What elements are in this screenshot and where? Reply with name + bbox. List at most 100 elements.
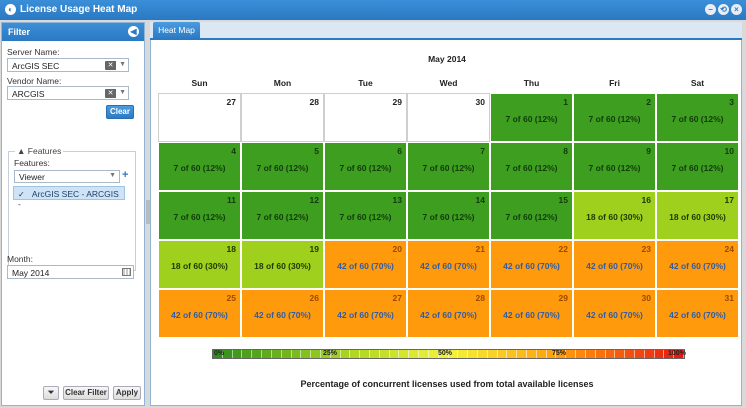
clear-button[interactable]: Clear xyxy=(106,105,134,119)
calendar-day-cell[interactable]: 1 7 of 60 (12%) xyxy=(490,93,573,142)
day-number: 3 xyxy=(729,97,734,107)
legend-segment xyxy=(428,350,439,358)
usage-value: 42 of 60 (70%) xyxy=(586,261,643,271)
calendar-day-cell[interactable]: 11 7 of 60 (12%) xyxy=(158,191,241,240)
filter-funnel-button[interactable]: ⏷ xyxy=(43,386,59,400)
calendar-day-cell[interactable]: 21 42 of 60 (70%) xyxy=(407,240,490,289)
day-number: 2 xyxy=(646,97,651,107)
calendar-day-cell[interactable]: 24 42 of 60 (70%) xyxy=(656,240,739,289)
day-number: 5 xyxy=(314,146,319,156)
usage-value: 7 of 60 (12%) xyxy=(671,163,724,173)
calendar-day-cell[interactable]: 22 42 of 60 (70%) xyxy=(490,240,573,289)
usage-value: 42 of 60 (70%) xyxy=(337,310,394,320)
day-number: 19 xyxy=(309,244,319,254)
calendar-day-cell[interactable]: 27 42 of 60 (70%) xyxy=(324,289,407,338)
calendar-day-cell[interactable]: 8 7 of 60 (12%) xyxy=(490,142,573,191)
calendar-day-cell[interactable]: 9 7 of 60 (12%) xyxy=(573,142,656,191)
day-number: 17 xyxy=(724,195,734,205)
calendar-icon[interactable] xyxy=(122,268,131,276)
calendar-day-cell[interactable]: 15 7 of 60 (12%) xyxy=(490,191,573,240)
chevron-down-icon[interactable]: ▼ xyxy=(109,172,116,179)
vendor-name-combo[interactable]: ARCGIS ✕ ▼ xyxy=(7,86,129,100)
legend-segment xyxy=(271,350,282,358)
legend-segment xyxy=(556,350,567,358)
calendar-day-cell[interactable]: 31 42 of 60 (70%) xyxy=(656,289,739,338)
calendar-day-cell[interactable]: 29 xyxy=(324,93,407,142)
calendar-day-cell[interactable]: 30 xyxy=(407,93,490,142)
clear-server-icon[interactable]: ✕ xyxy=(105,61,116,70)
weekday-thu: Thu xyxy=(523,78,540,88)
calendar-day-cell[interactable]: 13 7 of 60 (12%) xyxy=(324,191,407,240)
calendar-day-cell[interactable]: 6 7 of 60 (12%) xyxy=(324,142,407,191)
clear-filter-button[interactable]: Clear Filter xyxy=(63,386,109,400)
calendar-day-cell[interactable]: 28 42 of 60 (70%) xyxy=(407,289,490,338)
close-icon[interactable]: × xyxy=(731,4,742,15)
legend-color-scale xyxy=(212,349,685,359)
add-feature-icon[interactable]: + xyxy=(122,169,129,181)
filter-panel: Filter ◀ Server Name: ArcGIS SEC ✕ ▼ Ven… xyxy=(1,22,145,406)
calendar-day-cell[interactable]: 20 42 of 60 (70%) xyxy=(324,240,407,289)
calendar-day-cell[interactable]: 19 18 of 60 (30%) xyxy=(241,240,324,289)
calendar-day-cell[interactable]: 16 18 of 60 (30%) xyxy=(573,191,656,240)
legend-segment xyxy=(477,350,488,358)
legend-mark-0: 0% xyxy=(214,350,225,357)
legend-segment xyxy=(625,350,635,358)
features-group-label[interactable]: ▲ Features xyxy=(15,146,64,156)
usage-value: 42 of 60 (70%) xyxy=(420,310,477,320)
vendor-name-value: ARCGIS xyxy=(12,89,45,99)
calendar-day-cell[interactable]: 28 xyxy=(241,93,324,142)
clear-vendor-icon[interactable]: ✕ xyxy=(105,89,116,98)
chevron-down-icon[interactable]: ▼ xyxy=(119,61,126,68)
day-number: 8 xyxy=(563,146,568,156)
features-fieldset: ▲ Features Features: Viewer ▼ + ✓ ArcGIS… xyxy=(8,146,136,271)
calendar-day-cell[interactable]: 4 7 of 60 (12%) xyxy=(158,142,241,191)
collapse-panel-icon[interactable]: ◀ xyxy=(128,26,139,37)
calendar-day-cell[interactable]: 26 42 of 60 (70%) xyxy=(241,289,324,338)
calendar-day-cell[interactable]: 23 42 of 60 (70%) xyxy=(573,240,656,289)
legend-segment xyxy=(213,350,223,358)
legend-segment xyxy=(605,350,616,358)
usage-value: 42 of 60 (70%) xyxy=(337,261,394,271)
calendar-day-cell[interactable]: 30 42 of 60 (70%) xyxy=(573,289,656,338)
features-label: Features: xyxy=(14,158,50,168)
month-input[interactable]: May 2014 xyxy=(7,265,134,279)
legend-segment xyxy=(252,350,263,358)
restore-icon[interactable]: ⟲ xyxy=(718,4,729,15)
minimize-icon[interactable]: − xyxy=(705,4,716,15)
usage-value: 7 of 60 (12%) xyxy=(505,163,558,173)
filter-title: Filter xyxy=(8,27,31,37)
day-number: 7 xyxy=(480,146,485,156)
feature-list-item[interactable]: ✓ ArcGIS SEC - ARCGIS - xyxy=(13,186,125,209)
panel-splitter[interactable] xyxy=(146,200,150,224)
usage-value: 18 of 60 (30%) xyxy=(586,212,643,222)
calendar-day-cell[interactable]: 10 7 of 60 (12%) xyxy=(656,142,739,191)
legend-segment xyxy=(350,350,361,358)
apply-button[interactable]: Apply xyxy=(113,386,141,400)
day-number: 11 xyxy=(227,195,236,205)
tab-heat-map[interactable]: Heat Map xyxy=(153,22,200,38)
usage-value: 7 of 60 (12%) xyxy=(588,114,641,124)
server-name-combo[interactable]: ArcGIS SEC ✕ ▼ xyxy=(7,58,129,72)
calendar-day-cell[interactable]: 29 42 of 60 (70%) xyxy=(490,289,573,338)
calendar-day-cell[interactable]: 25 42 of 60 (70%) xyxy=(158,289,241,338)
legend-segment xyxy=(340,350,351,358)
calendar-day-cell[interactable]: 27 xyxy=(158,93,241,142)
day-number: 27 xyxy=(226,97,236,107)
calendar-day-cell[interactable]: 7 7 of 60 (12%) xyxy=(407,142,490,191)
calendar-day-cell[interactable]: 2 7 of 60 (12%) xyxy=(573,93,656,142)
legend-segment xyxy=(262,350,272,358)
server-name-label: Server Name: xyxy=(7,47,60,57)
calendar-day-cell[interactable]: 3 7 of 60 (12%) xyxy=(656,93,739,142)
calendar-day-cell[interactable]: 12 7 of 60 (12%) xyxy=(241,191,324,240)
calendar-day-cell[interactable]: 18 18 of 60 (30%) xyxy=(158,240,241,289)
legend-segment xyxy=(330,350,341,358)
calendar-day-cell[interactable]: 14 7 of 60 (12%) xyxy=(407,191,490,240)
features-combo[interactable]: Viewer ▼ xyxy=(14,170,120,183)
chevron-down-icon[interactable]: ▼ xyxy=(119,89,126,96)
vendor-name-label: Vendor Name: xyxy=(7,76,62,86)
calendar-day-cell[interactable]: 17 18 of 60 (30%) xyxy=(656,191,739,240)
usage-value: 42 of 60 (70%) xyxy=(254,310,311,320)
calendar-day-cell[interactable]: 5 7 of 60 (12%) xyxy=(241,142,324,191)
checkmark-icon[interactable]: ✓ xyxy=(18,190,25,199)
day-number: 29 xyxy=(392,97,402,107)
